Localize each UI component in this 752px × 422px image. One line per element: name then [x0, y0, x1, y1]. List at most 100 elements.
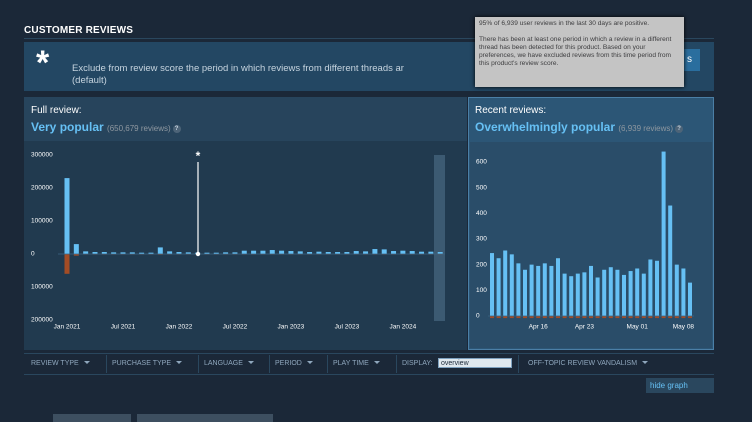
- bar: [575, 316, 580, 319]
- y-tick-label: 100000: [31, 218, 53, 225]
- bar: [297, 251, 303, 254]
- vandalism-filter[interactable]: OFF-TOPIC REVIEW VANDALISM: [528, 360, 648, 367]
- bar: [615, 269, 620, 317]
- bar: [549, 265, 554, 317]
- bar: [509, 254, 514, 317]
- bar: [185, 252, 191, 254]
- bar: [129, 252, 135, 254]
- filter-dropdown[interactable]: PLAY TIME: [333, 360, 380, 367]
- x-tick-label: Jan 2024: [390, 324, 417, 331]
- bar: [582, 272, 587, 317]
- bar: [83, 251, 89, 254]
- bar: [344, 252, 350, 254]
- help-icon[interactable]: ?: [172, 125, 181, 133]
- bar: [681, 316, 686, 319]
- review-count: (6,939 reviews): [618, 124, 674, 133]
- bar: [381, 249, 387, 254]
- separator: [396, 355, 397, 373]
- bar: [490, 253, 494, 317]
- bar: [661, 316, 666, 319]
- hide-graph-button[interactable]: hide graph: [646, 378, 714, 393]
- filter-dropdown[interactable]: LANGUAGE: [204, 360, 254, 367]
- bar: [523, 269, 527, 317]
- placeholder: [137, 414, 273, 422]
- x-tick-label: May 01: [627, 324, 649, 331]
- bar: [628, 271, 633, 317]
- y-tick-label: 200000: [31, 185, 53, 192]
- x-tick-label: Jul 2021: [111, 324, 136, 331]
- filter-dropdown[interactable]: REVIEW TYPE: [31, 360, 90, 367]
- x-tick-label: Apr 23: [575, 324, 595, 331]
- bar: [167, 251, 173, 254]
- bar: [589, 265, 593, 317]
- bar: [428, 251, 434, 254]
- bar: [688, 282, 692, 317]
- separator: [327, 355, 328, 373]
- bar: [641, 273, 646, 317]
- bar: [400, 250, 406, 254]
- divider: [24, 38, 714, 39]
- bar: [556, 258, 560, 317]
- bar: [204, 252, 210, 254]
- panel-rating: Overwhelmingly popular (6,939 reviews)?: [475, 120, 684, 134]
- bar: [176, 252, 182, 254]
- bar: [139, 252, 145, 254]
- bar: [608, 316, 613, 319]
- bar: [496, 258, 501, 317]
- excluded-dot: [195, 251, 201, 257]
- bar: [628, 316, 633, 319]
- panel-head: [24, 97, 467, 141]
- bar: [260, 250, 266, 254]
- bar: [503, 250, 508, 317]
- bar: [648, 316, 653, 319]
- tooltip-detail: There has been at least one period in wh…: [479, 36, 672, 67]
- bar: [688, 316, 692, 319]
- bar: [595, 316, 600, 319]
- y-tick-label: 600: [476, 159, 487, 166]
- bar: [641, 316, 646, 319]
- bar: [542, 263, 547, 317]
- bar: [409, 251, 415, 254]
- bar: [148, 252, 154, 254]
- bar: [635, 316, 640, 319]
- bar: [213, 252, 219, 254]
- bar: [64, 254, 70, 274]
- separator: [106, 355, 107, 373]
- bar: [437, 252, 443, 254]
- bar: [307, 252, 313, 254]
- bar: [674, 264, 679, 317]
- bar: [496, 316, 501, 319]
- bar: [608, 267, 613, 317]
- bar: [279, 250, 285, 254]
- banner-default: (default): [72, 75, 107, 86]
- bar: [316, 251, 322, 254]
- range-thumb[interactable]: [434, 155, 445, 321]
- display-select[interactable]: overview: [438, 358, 512, 368]
- x-tick-label: Jul 2023: [335, 324, 360, 331]
- bar: [622, 316, 626, 319]
- filter-dropdown[interactable]: PERIOD: [275, 360, 313, 367]
- annotation: *: [196, 149, 201, 163]
- bar: [516, 263, 521, 317]
- tooltip-summary: 95% of 6,939 user reviews in the last 30…: [479, 20, 650, 27]
- tooltip: 95% of 6,939 user reviews in the last 30…: [475, 17, 684, 87]
- x-tick-label: Apr 16: [529, 324, 549, 331]
- bar: [648, 259, 653, 317]
- review-count: (650,679 reviews): [107, 124, 171, 133]
- display-label: DISPLAY:: [402, 360, 433, 367]
- bar: [536, 265, 541, 317]
- bar: [549, 316, 554, 319]
- y-tick-label: 300000: [31, 152, 53, 159]
- help-icon[interactable]: ?: [675, 125, 684, 133]
- bar: [595, 277, 600, 317]
- bar: [269, 250, 275, 254]
- bar: [615, 316, 620, 319]
- separator: [269, 355, 270, 373]
- rating: Overwhelmingly popular: [475, 120, 616, 134]
- bar: [536, 316, 541, 319]
- filter-dropdown[interactable]: PURCHASE TYPE: [112, 360, 182, 367]
- bar: [419, 251, 425, 254]
- bar: [353, 251, 359, 254]
- bar: [223, 252, 229, 254]
